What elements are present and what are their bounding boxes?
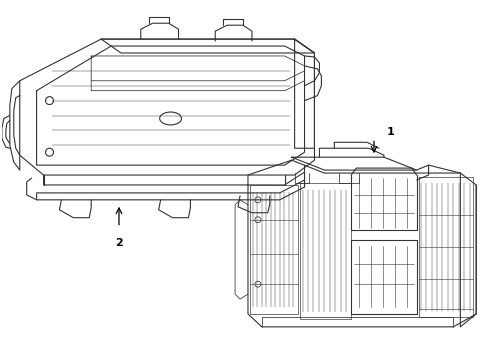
Text: 2: 2 bbox=[115, 238, 122, 248]
Text: 1: 1 bbox=[386, 127, 394, 138]
